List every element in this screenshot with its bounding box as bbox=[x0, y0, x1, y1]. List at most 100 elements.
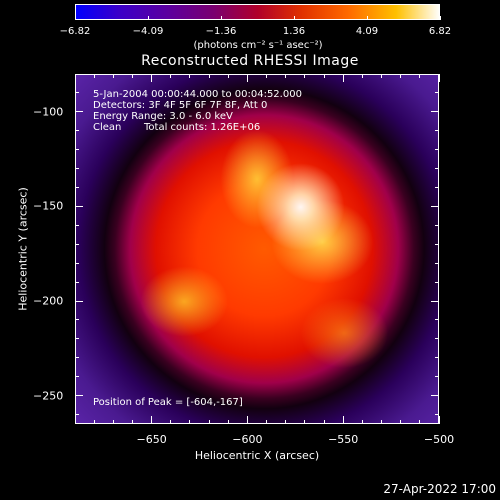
y-minor-tick-mark bbox=[75, 414, 79, 416]
peak-position-text: Position of Peak = [-604,-167] bbox=[93, 397, 243, 408]
y-minor-tick-mark bbox=[75, 281, 79, 283]
x-minor-tick-mark bbox=[285, 74, 287, 78]
x-minor-tick-mark bbox=[93, 420, 95, 424]
y-minor-tick-mark bbox=[435, 73, 439, 75]
y-minor-tick-mark bbox=[75, 130, 79, 132]
y-minor-tick-mark bbox=[435, 262, 439, 264]
x-minor-tick-mark bbox=[361, 420, 363, 424]
x-minor-tick-mark bbox=[189, 74, 191, 78]
date-stamp: 27-Apr-2022 17:00 bbox=[383, 482, 496, 496]
y-minor-tick-mark bbox=[435, 338, 439, 340]
colorbar bbox=[75, 4, 440, 20]
x-minor-tick-mark bbox=[131, 420, 133, 424]
x-minor-tick-mark bbox=[266, 74, 268, 78]
x-minor-tick-mark bbox=[361, 74, 363, 78]
x-tick-mark bbox=[151, 74, 153, 82]
x-minor-tick-mark bbox=[381, 420, 383, 424]
y-minor-tick-mark bbox=[75, 243, 79, 245]
y-minor-tick-mark bbox=[435, 187, 439, 188]
colorbar-tick-mark bbox=[74, 16, 76, 20]
x-tick-label: −600 bbox=[232, 433, 263, 446]
y-minor-tick-mark bbox=[435, 376, 439, 378]
y-minor-tick-mark bbox=[75, 262, 79, 264]
clean-label: Clean bbox=[93, 122, 122, 133]
y-tick-mark bbox=[431, 205, 439, 207]
y-minor-tick-mark bbox=[75, 149, 79, 151]
x-minor-tick-mark bbox=[304, 420, 306, 424]
detectors-text: Detectors: 3F 4F 5F 6F 7F 8F, Att 0 bbox=[93, 100, 268, 111]
y-tick-label: −100 bbox=[33, 105, 64, 119]
y-tick-label: −200 bbox=[33, 294, 64, 308]
x-tick-mark bbox=[438, 416, 440, 424]
y-tick-label: −150 bbox=[33, 199, 64, 213]
y-minor-tick-mark bbox=[75, 319, 79, 321]
x-minor-tick-mark bbox=[93, 74, 95, 78]
x-minor-tick-mark bbox=[170, 74, 172, 78]
y-minor-tick-mark bbox=[435, 281, 439, 283]
colorbar-tick-mark bbox=[293, 16, 295, 20]
y-minor-tick-mark bbox=[435, 357, 439, 359]
x-minor-tick-mark bbox=[304, 74, 306, 78]
y-minor-tick-mark bbox=[435, 319, 439, 321]
y-minor-tick-mark bbox=[435, 243, 439, 245]
colorbar-units-label: (photons cm⁻² s⁻¹ asec⁻²) bbox=[193, 40, 323, 51]
y-minor-tick-mark bbox=[75, 92, 79, 94]
y-minor-tick-mark bbox=[435, 92, 439, 94]
y-minor-tick-mark bbox=[75, 357, 79, 359]
y-minor-tick-mark bbox=[75, 168, 79, 170]
colorbar-tick-label: −1.36 bbox=[205, 26, 237, 37]
y-axis-label: Heliocentric Y (arcsec) bbox=[16, 187, 30, 311]
y-tick-mark bbox=[431, 300, 439, 302]
colorbar-tick-label: 1.36 bbox=[282, 26, 306, 37]
x-minor-tick-mark bbox=[208, 74, 210, 78]
y-minor-tick-mark bbox=[75, 224, 79, 226]
y-tick-mark bbox=[75, 205, 83, 207]
y-tick-mark bbox=[75, 111, 83, 113]
x-tick-label: −550 bbox=[328, 433, 359, 446]
y-tick-mark bbox=[75, 395, 83, 397]
y-tick-mark bbox=[431, 395, 439, 397]
chart-title: Reconstructed RHESSI Image bbox=[141, 53, 359, 69]
colorbar-tick-label: −6.82 bbox=[59, 26, 91, 37]
x-tick-label: −650 bbox=[136, 433, 167, 446]
y-tick-mark bbox=[431, 111, 439, 113]
y-minor-tick-mark bbox=[435, 130, 439, 132]
colorbar-tick-label: 6.82 bbox=[428, 26, 452, 37]
x-tick-mark bbox=[342, 74, 344, 82]
y-minor-tick-mark bbox=[435, 224, 439, 226]
x-minor-tick-mark bbox=[323, 74, 325, 78]
x-minor-tick-mark bbox=[112, 74, 114, 78]
x-minor-tick-mark bbox=[170, 420, 172, 424]
y-minor-tick-mark bbox=[435, 149, 439, 151]
x-minor-tick-mark bbox=[74, 420, 76, 424]
y-minor-tick-mark bbox=[75, 376, 79, 378]
colorbar-tick-label: −4.09 bbox=[132, 26, 164, 37]
total-counts-text: Total counts: 1.26E+06 bbox=[144, 122, 261, 133]
x-minor-tick-mark bbox=[131, 74, 133, 78]
y-minor-tick-mark bbox=[435, 168, 439, 170]
y-minor-tick-mark bbox=[75, 187, 79, 188]
colorbar-tick-mark bbox=[220, 16, 222, 20]
colorbar-tick-label: 4.09 bbox=[355, 26, 379, 37]
x-tick-mark bbox=[246, 74, 248, 82]
y-minor-tick-mark bbox=[435, 414, 439, 416]
x-tick-mark bbox=[246, 416, 248, 424]
y-minor-tick-mark bbox=[75, 338, 79, 340]
y-tick-mark bbox=[75, 300, 83, 302]
plot-frame bbox=[75, 74, 439, 424]
x-tick-mark bbox=[151, 416, 153, 424]
x-minor-tick-mark bbox=[381, 74, 383, 78]
x-minor-tick-mark bbox=[419, 420, 421, 424]
x-minor-tick-mark bbox=[74, 74, 76, 78]
x-minor-tick-mark bbox=[400, 74, 402, 78]
x-minor-tick-mark bbox=[323, 420, 325, 424]
x-minor-tick-mark bbox=[227, 420, 229, 424]
x-axis-label: Heliocentric X (arcsec) bbox=[194, 449, 320, 462]
colorbar-frame bbox=[75, 4, 440, 20]
x-tick-label: −500 bbox=[423, 433, 455, 446]
x-minor-tick-mark bbox=[419, 74, 421, 78]
x-minor-tick-mark bbox=[189, 420, 191, 424]
rhessi-image bbox=[75, 74, 439, 424]
x-minor-tick-mark bbox=[112, 420, 114, 424]
energy-range-text: Energy Range: 3.0 - 6.0 keV bbox=[93, 111, 233, 122]
